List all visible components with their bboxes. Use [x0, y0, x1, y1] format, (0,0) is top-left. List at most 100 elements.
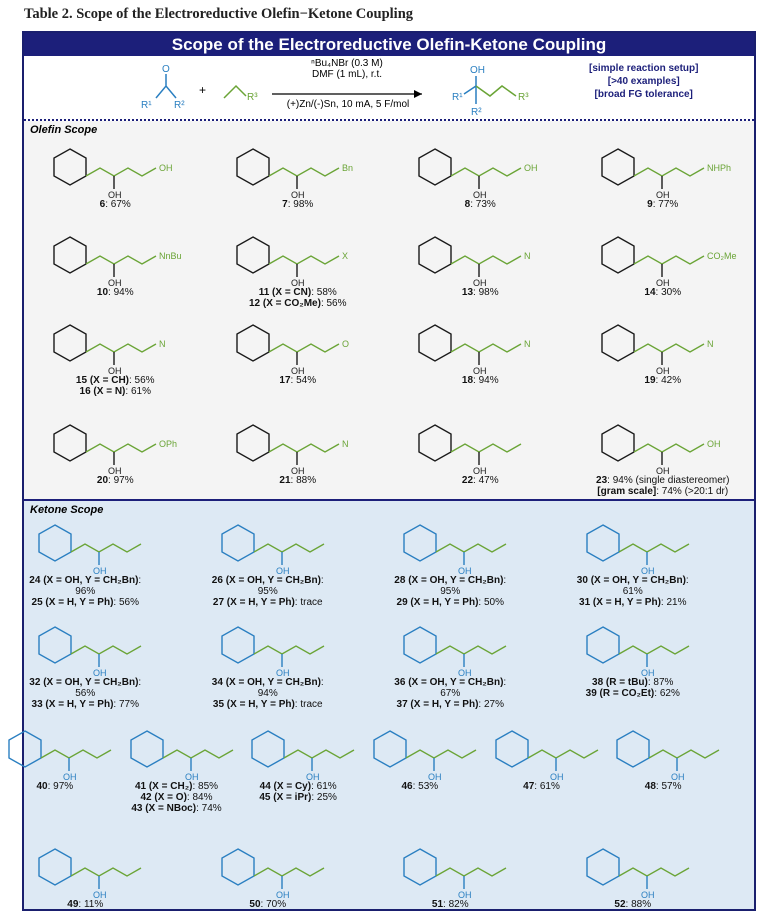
compound-caption: 17: 54% [208, 375, 388, 386]
yield: : 77% [113, 699, 139, 710]
compound-entry: OH 51: 82% [390, 841, 510, 910]
compound-entry: OH 52: 88% [573, 841, 693, 910]
conditions-bottom: (+)Zn/(-)Sn, 10 mA, 5 F/mol [286, 99, 410, 110]
feature: [simple reaction setup] [589, 63, 699, 74]
structure-drawing: OH [129, 730, 233, 781]
compound-caption: 50: 70% [208, 899, 328, 910]
yield: : 30% [655, 287, 682, 298]
svg-text:R³: R³ [518, 92, 529, 103]
compound-number: 51 [431, 899, 444, 910]
yield: : 84% [186, 792, 213, 803]
structure-drawing: OH CO₂Me [601, 236, 736, 287]
compound-number: 8 [464, 199, 471, 210]
svg-text:OH: OH [108, 366, 122, 375]
structure-drawing: OH Bn [236, 148, 353, 199]
svg-text:N: N [707, 339, 714, 349]
structure-drawing: OH [373, 730, 477, 781]
yield: : 95% [440, 575, 507, 597]
compound-number: 18 [461, 375, 474, 386]
compound-entry: OH 48: 57% [603, 723, 723, 792]
svg-text:OH: OH [524, 163, 538, 173]
yield: : 96% [75, 575, 142, 597]
svg-text:R²: R² [471, 107, 482, 118]
compound-caption: 22: 47% [390, 475, 570, 486]
svg-text:OH: OH [291, 366, 305, 375]
compound-caption: 42 (X = O): 84% [117, 792, 237, 803]
compound-caption: 46: 53% [360, 781, 480, 792]
compound-caption: 11 (X = CN): 58% [208, 287, 388, 298]
yield: : 67% [105, 199, 131, 210]
svg-text:Bn: Bn [342, 163, 353, 173]
svg-text:OH: OH [550, 772, 564, 781]
svg-text:R³: R³ [247, 92, 258, 103]
yield: : 77% [652, 199, 679, 210]
yield: : 97% [108, 475, 134, 486]
yield: : 94% [473, 375, 499, 386]
yield: : 21% [660, 597, 687, 608]
compound-caption: 23: 94% (single diastereomer) [573, 475, 753, 486]
structure-drawing: OH [586, 848, 690, 899]
olefin-scope-panel: Olefin Scope OH OH 6: 67% OH Bn 7: 98% OH … [24, 121, 754, 501]
svg-text:R¹: R¹ [452, 92, 463, 103]
svg-text:OH: OH [458, 668, 472, 677]
compound-entry: OH 30 (X = OH, Y = CH₂Bn): 61% 31 (X = H,… [573, 517, 693, 608]
compound-number: 19 [644, 375, 656, 386]
yield: : 74% [196, 803, 222, 814]
svg-text:OH: OH [641, 668, 655, 677]
compound-entry: OH 49: 11% [25, 841, 145, 910]
yield: : 70% [260, 899, 287, 910]
compound-number: 14 [644, 287, 656, 298]
svg-text:OH: OH [458, 566, 472, 575]
yield: : 53% [412, 781, 439, 792]
compound-caption: 34 (X = OH, Y = CH₂Bn): 94% [208, 677, 328, 699]
compound-caption: 19: 42% [573, 375, 753, 386]
structure-drawing: OH [616, 730, 720, 781]
compound-caption: 48: 57% [603, 781, 723, 792]
yield: : 47% [473, 475, 499, 486]
compound-entry: OH N 13: 98% [390, 229, 570, 298]
svg-text:N: N [342, 439, 349, 449]
compound-entry: OH 32 (X = OH, Y = CH₂Bn): 56% 33 (X = H,… [25, 619, 145, 710]
yield: : 27% [478, 699, 504, 710]
compound-caption: 38 (R = tBu): 87% [573, 677, 693, 688]
compound-number: 15 (X = CH) [75, 375, 129, 386]
compound-entry: OH OH 8: 73% [390, 141, 570, 210]
structure-drawing: OH [403, 524, 507, 575]
compound-entry: OH Bn 7: 98% [208, 141, 388, 210]
compound-caption: 31 (X = H, Y = Ph): 21% [573, 597, 693, 608]
compound-caption: 24 (X = OH, Y = CH₂Bn): 96% [25, 575, 145, 597]
compound-entry: OH N 21: 88% [208, 417, 388, 486]
yield: : 50% [478, 597, 504, 608]
compound-caption: 41 (X = CH₂): 85% [117, 781, 237, 792]
structure-drawing: OH OH [418, 148, 538, 199]
compound-caption: 18: 94% [390, 375, 570, 386]
reaction-drawing: O R¹ R² + R³ OH R¹ R² R³ [141, 64, 529, 118]
compound-caption: 44 (X = Cy): 61% [238, 781, 358, 792]
compound-number: 17 [279, 375, 291, 386]
compound-caption: 27 (X = H, Y = Ph): trace [208, 597, 328, 608]
compound-number: 16 (X = N) [79, 386, 126, 397]
yield: : 58% [311, 287, 337, 298]
compound-entry: OH OH 6: 67% [25, 141, 205, 210]
compound-number: 37 (X = H, Y = Ph) [396, 699, 479, 710]
svg-text:OH: OH [108, 466, 122, 475]
svg-text:OH: OH [473, 278, 487, 287]
compound-entry: OH N 19: 42% [573, 317, 753, 386]
compound-entry: OH 41 (X = CH₂): 85% 42 (X = O): 84% 43 (X… [117, 723, 237, 814]
svg-text:OH: OH [63, 772, 77, 781]
compound-entry: OH O 17: 54% [208, 317, 388, 386]
yield: : 56% [320, 298, 347, 309]
compound-number: 7 [282, 199, 288, 210]
compound-caption: 39 (R = CO₂Et): 62% [573, 688, 693, 699]
compound-caption: 16 (X = N): 61% [25, 386, 205, 397]
plus-sign: + [199, 83, 206, 97]
compound-entry: OH 28 (X = OH, Y = CH₂Bn): 95% 29 (X = H,… [390, 517, 510, 608]
svg-text:OH: OH [656, 366, 670, 375]
compound-caption: 52: 88% [573, 899, 693, 910]
compound-number: 41 (X = CH₂) [134, 781, 193, 792]
compound-caption: 32 (X = OH, Y = CH₂Bn): 56% [25, 677, 145, 699]
compound-number: 27 (X = H, Y = Ph) [212, 597, 295, 608]
olefin-scope-label: Olefin Scope [30, 124, 98, 136]
structure-drawing: OH [221, 848, 325, 899]
compound-entry: OH N 15 (X = CH): 56% 16 (X = N): 61% [25, 317, 205, 397]
